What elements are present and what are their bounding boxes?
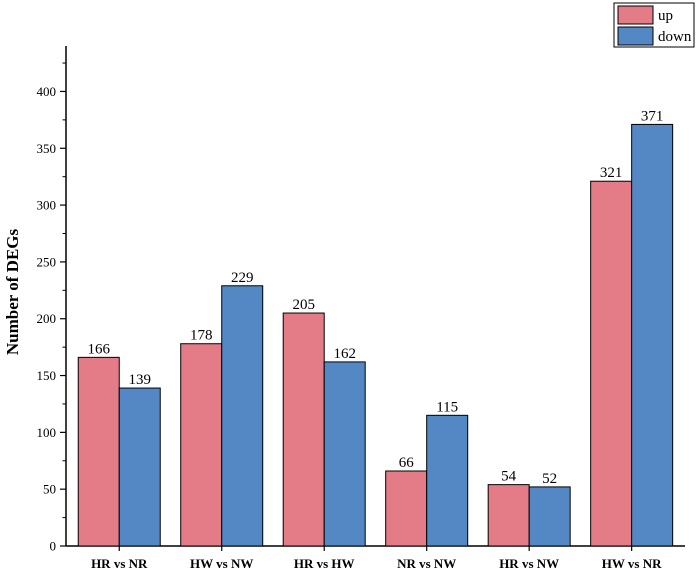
x-tick-label: HW vs NR <box>602 556 662 571</box>
y-axis-title: Number of DEGs <box>3 228 22 355</box>
legend-swatch-down <box>617 26 654 46</box>
data-label: 166 <box>87 341 110 357</box>
bar-up <box>385 470 428 547</box>
data-label: 321 <box>600 165 623 181</box>
x-tick-label: HW vs NW <box>190 556 253 571</box>
data-label: 371 <box>641 108 664 124</box>
y-tick-label: 350 <box>37 141 57 156</box>
bar-down <box>426 414 469 547</box>
data-label: 52 <box>542 471 557 487</box>
bars <box>77 123 674 547</box>
y-tick-label: 150 <box>37 368 57 383</box>
bar-up <box>487 484 530 547</box>
legend-swatch-up <box>617 5 654 25</box>
bar-down <box>323 361 366 547</box>
data-label: 178 <box>190 328 213 344</box>
data-label: 205 <box>292 297 315 313</box>
bar-down <box>631 123 674 547</box>
axes: 0 50 100 150 200 250 300 350 400 HR vs NR HW vs NW… <box>37 46 685 571</box>
x-tick-label: HR vs HW <box>294 556 355 571</box>
y-tick-label: 250 <box>37 254 57 269</box>
y-tick-label: 200 <box>37 311 57 326</box>
legend: up down <box>613 2 695 48</box>
x-tick-label: NR vs NW <box>397 556 456 571</box>
y-tick-label: 400 <box>37 84 57 99</box>
data-label: 139 <box>128 372 151 388</box>
bar-up <box>77 356 120 547</box>
bar-down <box>528 486 571 547</box>
bar-down <box>221 285 264 547</box>
bar-down <box>118 387 161 547</box>
x-tick-label: HR vs NW <box>499 556 559 571</box>
data-label: 229 <box>231 270 254 286</box>
data-labels: 166 139 178 229 205 162 66 115 54 52 321 371 <box>87 108 663 487</box>
data-label: 162 <box>333 346 356 362</box>
y-tick-label: 0 <box>50 539 57 554</box>
bar-up <box>282 312 325 547</box>
y-tick-label: 300 <box>37 198 57 213</box>
bar-up <box>590 180 633 547</box>
legend-label-down: down <box>658 29 692 45</box>
data-label: 115 <box>436 399 458 415</box>
y-tick-label: 50 <box>43 482 56 497</box>
data-label: 66 <box>399 455 415 471</box>
x-tick-label: HR vs NR <box>91 556 148 571</box>
data-label: 54 <box>501 469 517 485</box>
legend-label-up: up <box>658 8 673 24</box>
bar-up <box>180 343 223 547</box>
y-tick-label: 100 <box>37 425 57 440</box>
